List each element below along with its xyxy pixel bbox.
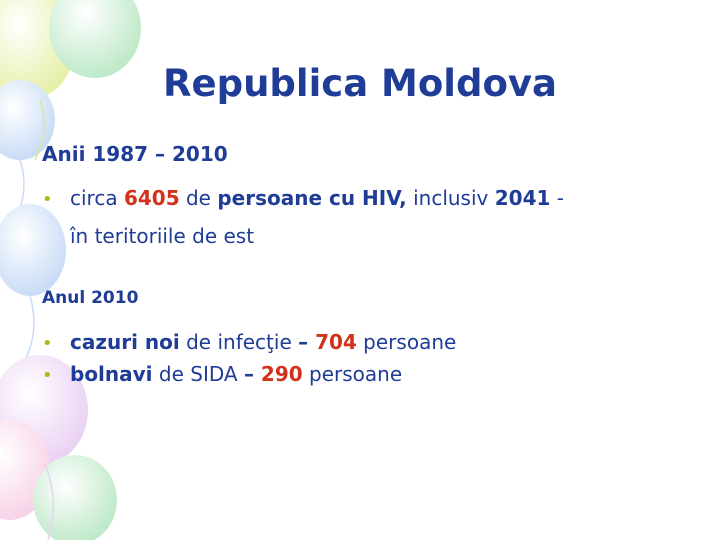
balloon-shape	[0, 80, 55, 160]
text-bold: cazuri noi	[70, 330, 180, 354]
text: -	[550, 186, 564, 210]
bullet-item-hiv-total: • circa 6405 de persoane cu HIV, inclusiv…	[42, 186, 564, 210]
text-bold: bolnavi	[70, 362, 153, 386]
number-hiv-total: 6405	[123, 186, 180, 210]
text: persoane	[302, 362, 403, 386]
bullet-marker: •	[42, 365, 53, 386]
balloon-string	[44, 464, 55, 540]
bullet-continuation: în teritoriile de est	[70, 224, 255, 248]
text: de	[179, 186, 218, 210]
dash: –	[243, 362, 261, 386]
text: circa	[70, 186, 124, 210]
balloon-shape	[49, 0, 141, 78]
text: inclusiv	[406, 186, 495, 210]
number-aids: 290	[260, 362, 303, 386]
section-heading-years: Anii 1987 – 2010	[42, 142, 228, 166]
number-east: 2041	[494, 186, 551, 210]
bullet-item-new-cases: • cazuri noi de infecţie – 704 persoane	[42, 330, 456, 354]
bullet-item-aids: • bolnavi de SIDA – 290 persoane	[42, 362, 402, 386]
text-bold: persoane cu HIV,	[217, 186, 407, 210]
number-new-cases: 704	[315, 330, 357, 354]
bullet-marker: •	[42, 333, 53, 354]
section-heading-year: Anul 2010	[42, 288, 139, 308]
balloon-shape	[33, 455, 117, 540]
dash: –	[298, 330, 316, 354]
bullet-marker: •	[42, 189, 53, 210]
text: de infecţie	[179, 330, 299, 354]
balloon-shape	[0, 204, 66, 296]
slide-title: Republica Moldova	[163, 62, 557, 105]
text: persoane	[356, 330, 457, 354]
text: de SIDA	[152, 362, 244, 386]
balloon-string	[34, 99, 45, 161]
balloon-string	[24, 295, 35, 361]
